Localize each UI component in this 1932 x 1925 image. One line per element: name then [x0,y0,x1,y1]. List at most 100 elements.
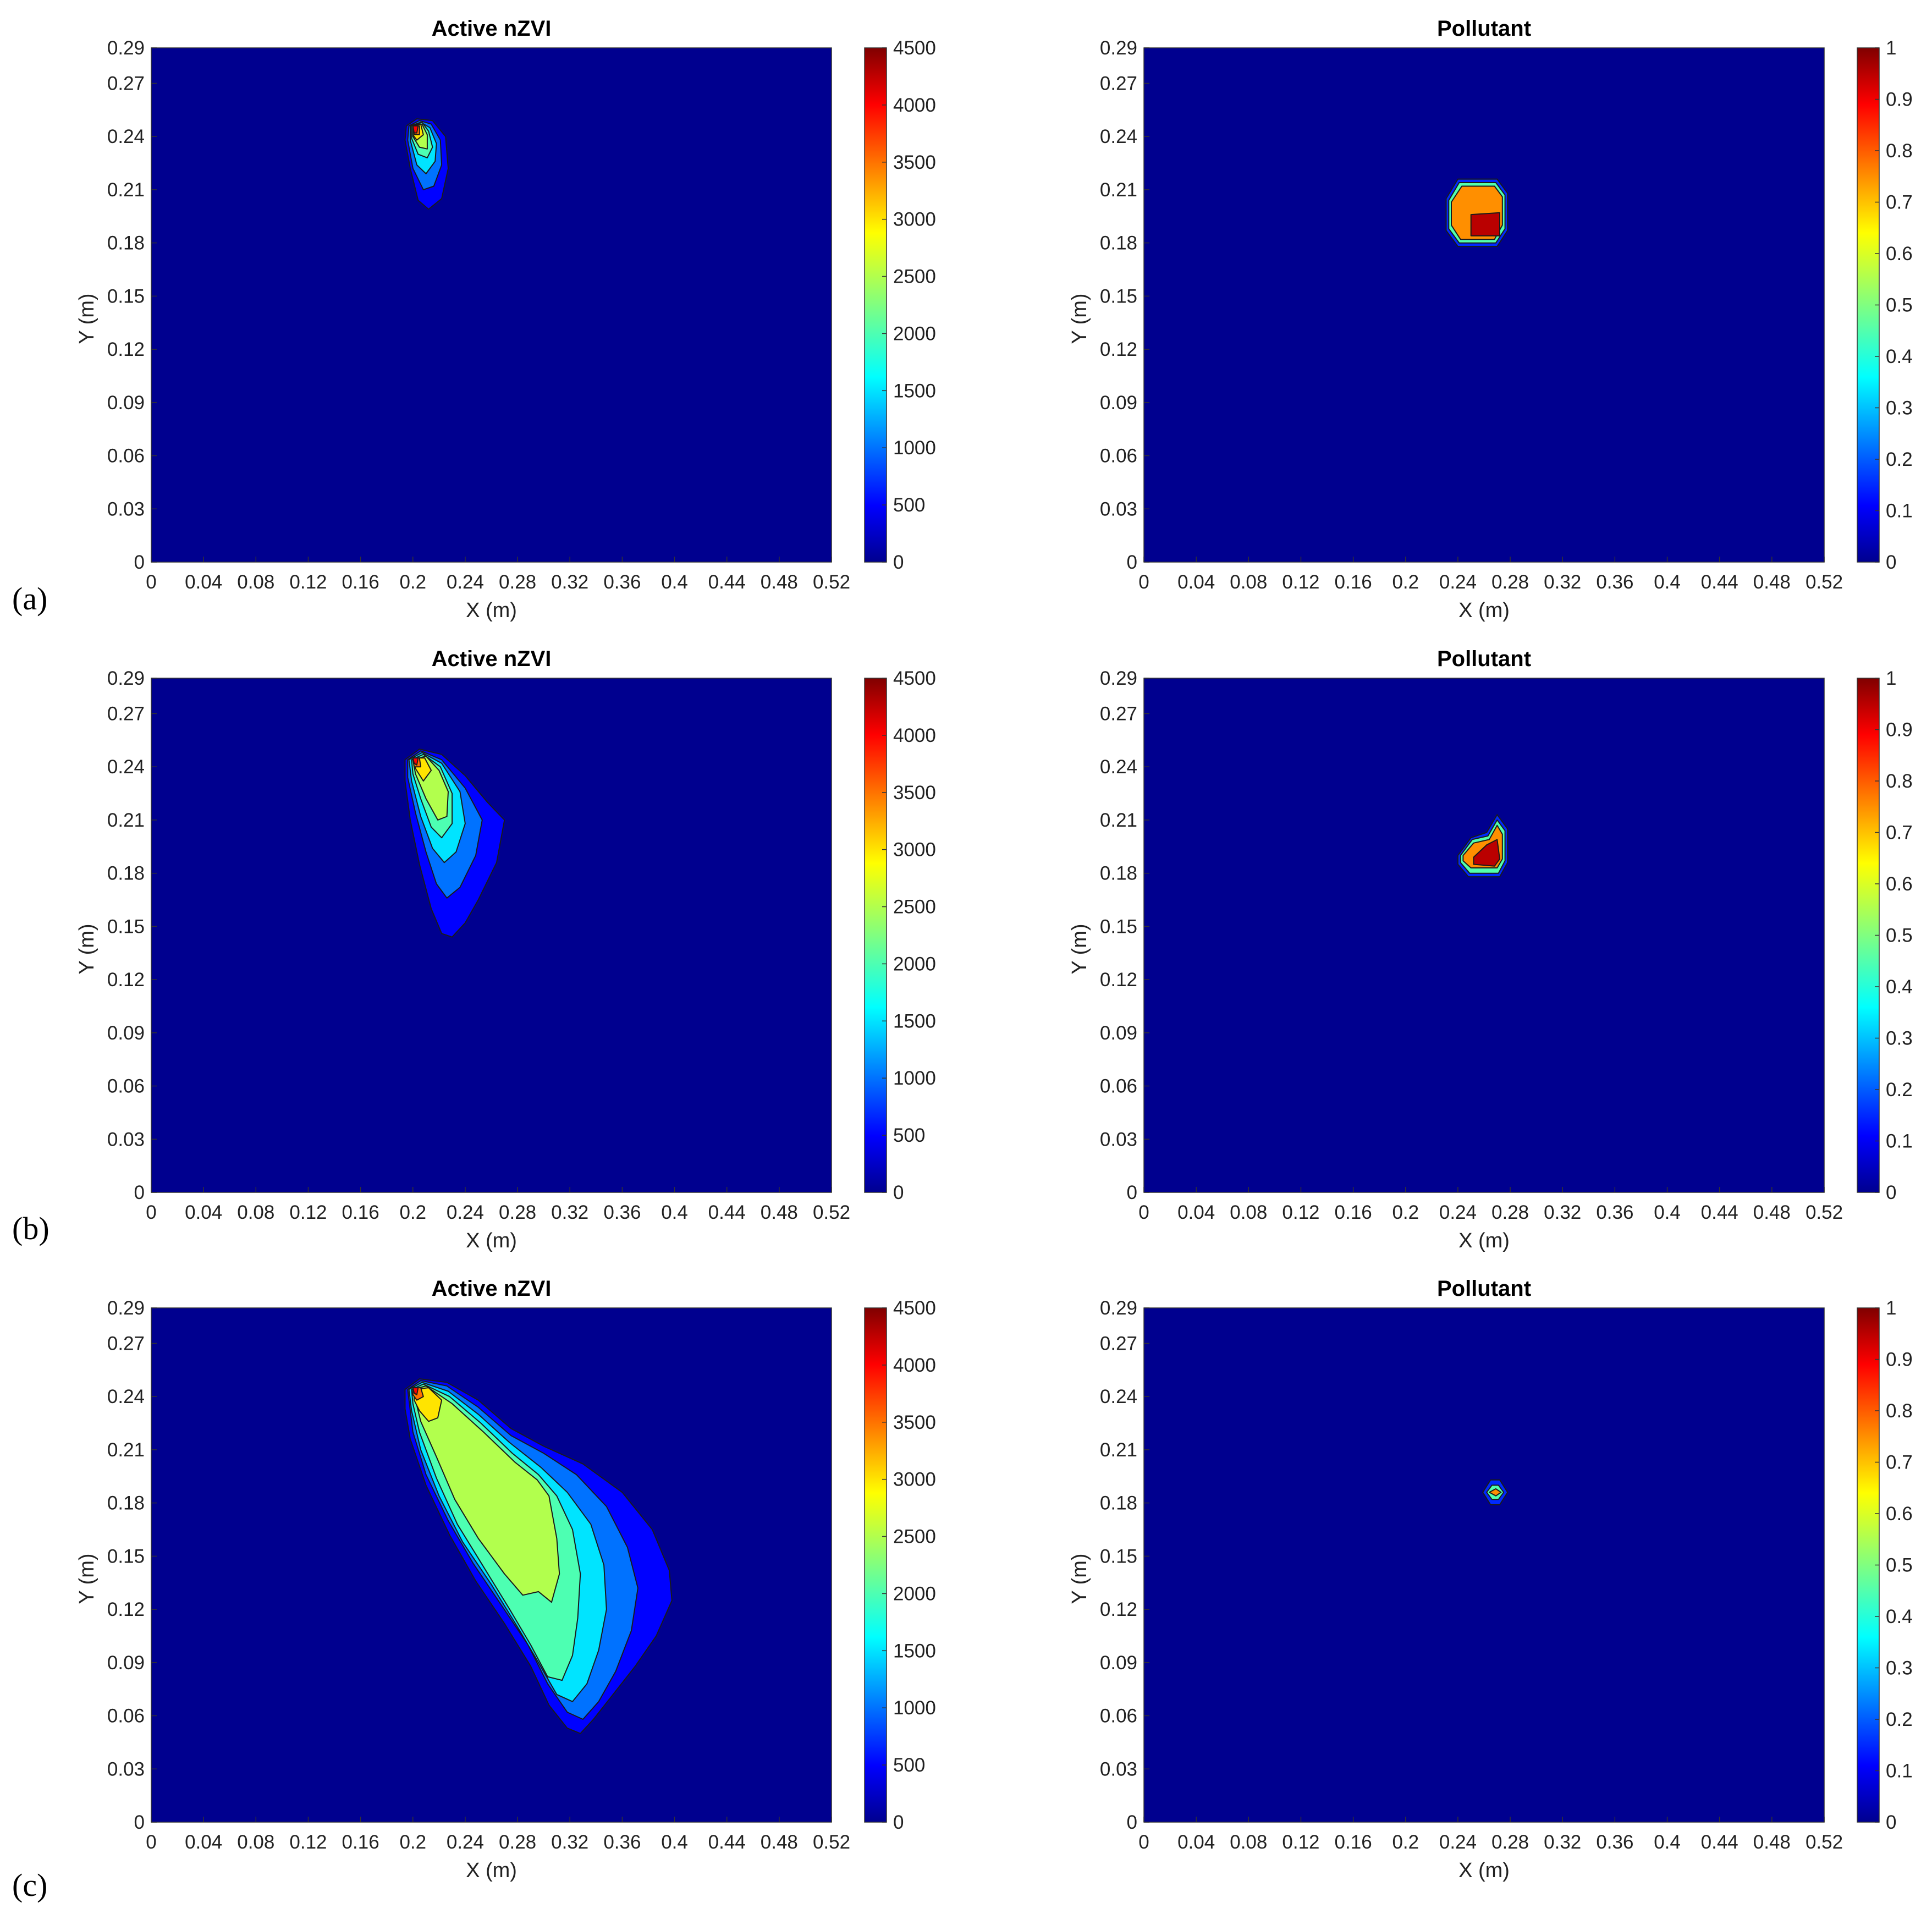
colorbar-tick-label: 2000 [893,953,936,975]
colorbar-tick-label: 0.3 [1886,1028,1913,1049]
x-tick-label: 0.04 [1177,1202,1215,1223]
x-tick-label: 0.44 [1701,571,1738,593]
row-label-a: (a) [12,581,47,617]
colorbar [864,678,887,1193]
colorbar-tick-label: 0 [893,1812,904,1833]
contour-level-2500 [412,1385,560,1603]
row-labels: (a) (b) (c) [12,581,49,1903]
axes-frame [1143,47,1825,563]
y-tick-label: 0.18 [1100,1493,1137,1514]
x-tick-label: 0.12 [1282,1832,1319,1853]
plot-area [151,48,832,562]
x-tick-label: 0.4 [661,1202,688,1223]
plot-area [1144,1308,1824,1822]
chart-panel-b-pollutant: Pollutant 0 0.04 0.08 0.12 0.16 0.2 0.24 0.28 0.3… [1068,647,1913,1252]
y-tick-label: 0.09 [107,392,145,414]
y-tick-label: 0.27 [107,703,145,724]
y-tick-label: 0.27 [1100,1333,1137,1354]
colorbar-tick-label: 4500 [893,1297,936,1319]
colorbar-tick-label: 3000 [893,1469,936,1491]
y-tick-label: 0.12 [1100,969,1137,991]
colorbar-tick-label: 1000 [893,1068,936,1089]
colorbar-tick-label: 0.9 [1886,719,1913,741]
contour-level-0.95 [1473,839,1500,867]
y-tick-label: 0.29 [107,37,145,59]
colorbar [864,47,887,563]
x-tick-label: 0.48 [1753,1832,1791,1853]
y-axis-label: Y (m) [75,923,98,974]
y-tick-label: 0.27 [107,1333,145,1354]
x-axis-label: X (m) [1458,1229,1510,1252]
y-tick-label: 0.29 [1100,37,1137,59]
colorbar-tick-label: 0 [893,1182,904,1203]
plot-area [151,678,832,1192]
colorbar-tick-label: 0.2 [1886,1079,1913,1101]
x-tick-label: 0.2 [1392,1832,1419,1853]
x-tick-label: 0.12 [289,1202,327,1223]
y-tick-label: 0.15 [107,1546,145,1567]
colorbar-tick-label: 0.7 [1886,1452,1913,1473]
x-tick-label: 0.16 [1335,1202,1372,1223]
y-tick-label: 0.21 [1100,179,1137,201]
x-tick-label: 0.32 [551,1832,588,1853]
x-tick-label: 0.48 [1753,1202,1791,1223]
colorbar [864,1307,887,1823]
x-axis-label: X (m) [1458,599,1510,622]
panel-title: Pollutant [1437,647,1531,671]
colorbar-tick-label: 0 [1886,1182,1896,1203]
x-tick-label: 0 [1138,1832,1149,1853]
colorbar-tick-label: 1000 [893,437,936,459]
panels: Active nZVI 0 0.04 0.08 0.12 0.16 0.2 0.24 0.28 0… [75,16,1913,1882]
y-tick-label: 0.15 [107,285,145,307]
y-tick-label: 0.03 [107,1129,145,1150]
colorbar-tick-label: 0.2 [1886,449,1913,470]
contour-layer [1457,814,1509,878]
x-tick-label: 0.32 [551,1202,588,1223]
axes-frame [151,47,832,563]
y-tick-label: 0.06 [107,446,145,467]
colorbar-tick-label: 2500 [893,897,936,918]
axes-frame [151,678,832,1193]
colorbar-tick-label: 2500 [893,1526,936,1548]
x-tick-label: 0.44 [708,1832,746,1853]
colorbar-tick-label: 0.6 [1886,243,1913,265]
x-tick-label: 0.16 [1335,1832,1372,1853]
colorbar-tick-label: 0.3 [1886,1658,1913,1679]
contour-layer [404,118,449,210]
colorbar-tick-label: 0.5 [1886,925,1913,947]
colorbar-tick-label: 0.6 [1886,873,1913,895]
x-tick-label: 0.16 [342,571,379,593]
x-tick-label: 0.52 [1806,571,1843,593]
y-tick-label: 0.06 [1100,1706,1137,1727]
y-tick-label: 0.18 [107,863,145,884]
y-tick-label: 0.21 [1100,1439,1137,1461]
colorbar-tick-label: 3000 [893,839,936,861]
y-axis-label: Y (m) [75,1553,98,1604]
axes-frame [1143,678,1825,1193]
x-tick-label: 0.04 [1177,571,1215,593]
colorbar-tick-label: 0.3 [1886,398,1913,419]
x-tick-label: 0.44 [708,1202,746,1223]
y-tick-label: 0.12 [1100,339,1137,360]
contour-level-4000 [412,757,419,766]
colorbar-tick-label: 1 [1886,37,1896,59]
chart-panel-c-nzvi: Active nZVI 0 0.04 0.08 0.12 0.16 0.2 0.24 0.28 0… [75,1277,936,1882]
x-tick-label: 0.36 [1596,571,1633,593]
colorbar-tick-label: 0.7 [1886,192,1913,213]
colorbar-tick-label: 3500 [893,1412,936,1433]
panel-title: Pollutant [1437,16,1531,41]
chart-panel-b-nzvi: Active nZVI 0 0.04 0.08 0.12 0.16 0.2 0.24 0.28 0… [75,647,936,1252]
colorbar-tick-label: 0.8 [1886,771,1913,792]
y-axis-label: Y (m) [75,293,98,344]
y-tick-label: 0.21 [1100,810,1137,831]
colorbar-tick-label: 0.9 [1886,89,1913,111]
y-tick-label: 0 [1127,1812,1137,1833]
y-tick-label: 0 [134,1812,145,1833]
y-tick-label: 0 [1127,552,1137,573]
colorbar-tick-label: 0.5 [1886,1555,1913,1576]
panel-title: Active nZVI [432,16,552,41]
y-tick-label: 0.29 [107,668,145,689]
y-tick-label: 0.24 [107,1386,145,1407]
x-tick-label: 0.04 [185,1202,222,1223]
colorbar-tick-label: 500 [893,1125,925,1146]
